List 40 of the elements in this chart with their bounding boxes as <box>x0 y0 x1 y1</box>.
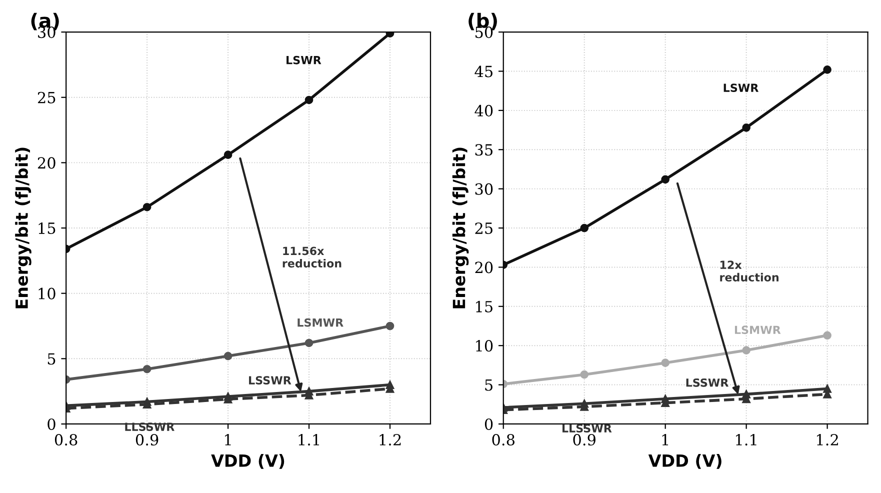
series-label: LSWR <box>286 56 322 64</box>
y-tick-label: 5 <box>485 379 492 391</box>
y-tick-label: 45 <box>474 66 492 78</box>
series-label: LLSSWR <box>125 422 174 431</box>
x-axis-title: VDD (V) <box>648 454 722 469</box>
x-axis-title: VDD (V) <box>211 454 284 469</box>
y-tick-label: 20 <box>475 262 493 274</box>
y-tick-label: 20 <box>38 157 56 169</box>
x-tick-label: 1 <box>225 434 231 446</box>
series-label: LLSSWR <box>562 424 612 433</box>
annotation: 11.56x reduction <box>282 246 342 268</box>
y-tick-label: 0 <box>48 418 56 430</box>
x-tick-label: 0.9 <box>136 434 158 446</box>
x-tick-label: 1.2 <box>817 434 838 446</box>
x-tick-label: 0.8 <box>54 434 78 446</box>
y-axis-title: Energy/bit (fJ/bit) <box>15 148 32 308</box>
series-label: LSMWR <box>734 326 781 334</box>
y-tick-label: 5 <box>48 353 56 365</box>
y-tick-label: 25 <box>475 222 492 234</box>
y-tick-label: 0 <box>484 418 493 430</box>
y-tick-label: 15 <box>38 222 56 234</box>
y-tick-label: 10 <box>476 340 493 352</box>
x-tick-label: 0.8 <box>492 434 514 446</box>
series-label: LSSWR <box>686 378 728 387</box>
x-tick-label: 1.2 <box>380 434 401 446</box>
y-tick-label: 15 <box>476 300 492 312</box>
y-tick-label: 35 <box>475 144 492 156</box>
series-label: LSSWR <box>249 376 292 384</box>
x-tick-label: 1 <box>662 434 668 446</box>
x-tick-label: 0.9 <box>573 434 596 446</box>
series-label: LSWR <box>724 84 758 92</box>
y-tick-label: 25 <box>38 92 56 104</box>
y-tick-label: 10 <box>38 288 56 300</box>
y-axis-title: Energy/bit (fJ/bit) <box>452 148 469 308</box>
series-label: LSMWR <box>298 318 344 327</box>
x-tick-label: 1.1 <box>298 434 319 446</box>
x-tick-label: 1.1 <box>736 434 756 446</box>
y-tick-label: 40 <box>474 104 493 116</box>
annotation: 12x reduction <box>720 260 778 282</box>
y-tick-label: 30 <box>475 183 493 195</box>
